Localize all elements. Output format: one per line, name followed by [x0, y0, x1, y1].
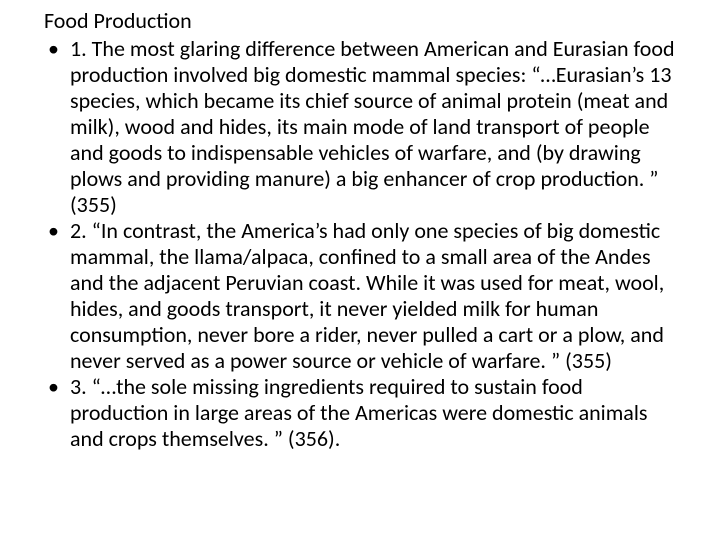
list-item: 2. “In contrast, the America’s had only … [70, 218, 676, 374]
slide: Food Production 1. The most glaring diff… [0, 0, 720, 540]
list-item: 3. “…the sole missing ingredients requir… [70, 374, 676, 452]
slide-title: Food Production [44, 8, 676, 34]
list-item: 1. The most glaring difference between A… [70, 36, 676, 218]
bullet-list: 1. The most glaring difference between A… [44, 36, 676, 451]
